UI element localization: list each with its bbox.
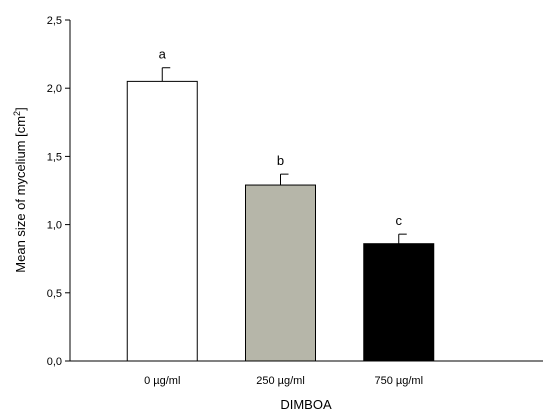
x-tick-label: 750 µg/ml xyxy=(374,375,423,387)
y-axis-title-end: ] xyxy=(13,107,28,111)
plot-area: 0,0 0,5 1,0 1,5 2,0 2,5 a 0 µg/ml b 250 µg/ml c 750… xyxy=(47,15,543,387)
y-tick-label: 2,0 xyxy=(47,83,62,95)
y-axis-title: Mean size of mycelium [cm2] xyxy=(12,107,28,272)
x-axis-title: DIMBOA xyxy=(280,397,332,412)
significance-letter: a xyxy=(159,47,167,62)
x-tick-label: 250 µg/ml xyxy=(256,375,305,387)
bar xyxy=(363,243,435,362)
significance-letter: c xyxy=(396,213,403,228)
y-tick-label: 1,0 xyxy=(47,220,62,232)
y-tick-label: 2,5 xyxy=(47,15,62,27)
significance-letter: b xyxy=(277,153,284,168)
y-axis-title-superscript: 2 xyxy=(12,111,22,116)
y-tick-label: 1,5 xyxy=(47,151,62,163)
y-tick-label: 0,5 xyxy=(47,288,62,300)
bar xyxy=(245,184,316,362)
x-tick-label: 0 µg/ml xyxy=(144,375,180,387)
y-tick-label: 0,0 xyxy=(47,356,62,368)
bar xyxy=(126,80,198,362)
y-axis-title-main: Mean size of mycelium [cm xyxy=(13,116,28,273)
